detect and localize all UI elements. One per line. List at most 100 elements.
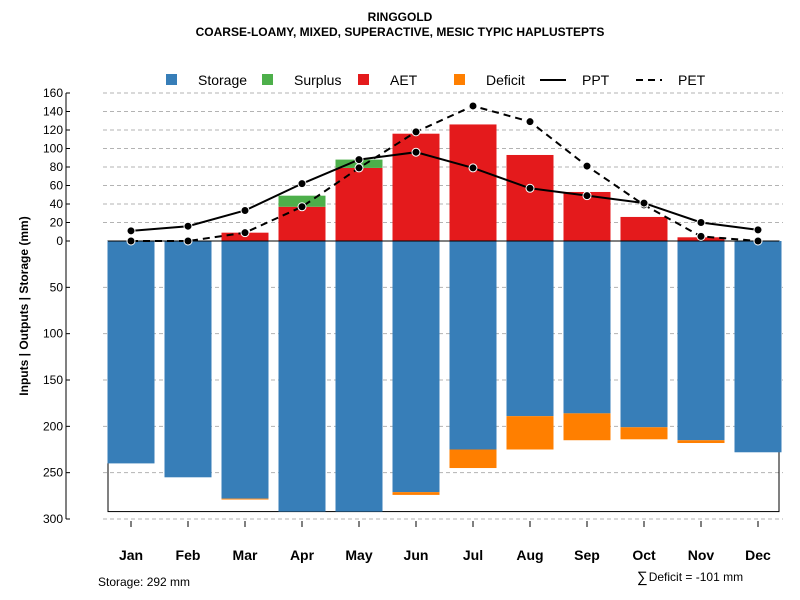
x-tick-label-apr: Apr xyxy=(290,547,315,563)
x-tick-label-jun: Jun xyxy=(404,547,429,563)
storage-bar-mar xyxy=(221,241,269,499)
y-tick-label: 20 xyxy=(50,216,64,230)
pet-point xyxy=(297,202,307,212)
legend-storage-swatch xyxy=(166,74,177,85)
chart-title: RINGGOLD xyxy=(367,10,433,24)
ppt-point xyxy=(468,163,478,173)
pet-point xyxy=(183,236,193,246)
pet-point xyxy=(582,161,592,171)
pet-point xyxy=(525,117,535,127)
y-tick-label: 120 xyxy=(43,123,63,137)
legend-surplus-label: Surplus xyxy=(294,72,341,88)
deficit-bar-nov xyxy=(677,440,725,444)
pet-point xyxy=(354,163,364,173)
aet-bar-may xyxy=(335,167,383,241)
y-tick-label: 300 xyxy=(43,512,63,526)
legend-storage-label: Storage xyxy=(198,72,247,88)
legend-aet-swatch xyxy=(358,74,369,85)
sigma-symbol: ∑ xyxy=(637,569,648,586)
storage-total: Storage: 292 mm xyxy=(98,575,191,589)
legend-surplus-swatch xyxy=(262,74,273,85)
x-tick-label-jan: Jan xyxy=(119,547,143,563)
x-tick-label-sep: Sep xyxy=(574,547,600,563)
storage-bar-sep xyxy=(563,241,611,414)
axes: 0 20 40 60 80 100 120 140 160 50 100 150 200 250 300 In… xyxy=(17,86,771,563)
y-tick-label: 160 xyxy=(43,86,63,100)
pet-point xyxy=(468,101,478,111)
x-tick-label-dec: Dec xyxy=(745,547,771,563)
storage-bar-aug xyxy=(506,241,554,417)
pet-point xyxy=(240,228,250,238)
y-tick-label: 50 xyxy=(50,280,64,294)
x-tick-label-aug: Aug xyxy=(516,547,543,563)
storage-bar-jan xyxy=(107,241,155,464)
x-tick-label-nov: Nov xyxy=(688,547,715,563)
y-tick-label: 80 xyxy=(50,160,64,174)
legend-deficit-swatch xyxy=(454,74,465,85)
y-tick-label: 0 xyxy=(56,234,63,248)
y-tick-label: 100 xyxy=(43,142,63,156)
y-tick-label: 100 xyxy=(43,327,63,341)
pet-point xyxy=(753,236,763,246)
ppt-point xyxy=(411,147,421,157)
pet-point xyxy=(696,231,706,241)
grid-lines xyxy=(103,92,783,520)
y-tick-label: 40 xyxy=(50,197,64,211)
y-tick-label: 250 xyxy=(43,466,63,480)
storage-bar-jun xyxy=(392,241,440,493)
x-tick-label-may: May xyxy=(345,547,372,563)
deficit-bar-sep xyxy=(563,413,611,441)
deficit-bar-oct xyxy=(620,427,668,440)
x-tick-label-feb: Feb xyxy=(176,547,201,563)
ppt-point xyxy=(126,226,136,236)
ppt-point xyxy=(582,191,592,201)
legend: Storage Surplus AET Deficit PPT PET xyxy=(166,72,706,88)
chart-subtitle: COARSE-LOAMY, MIXED, SUPERACTIVE, MESIC … xyxy=(195,25,605,39)
aet-bar-oct xyxy=(620,216,668,241)
x-tick-label-mar: Mar xyxy=(233,547,258,563)
ppt-point xyxy=(753,225,763,235)
y-tick-label: 60 xyxy=(50,179,64,193)
deficit-bar-jun xyxy=(392,492,440,495)
deficit-bar-jul xyxy=(449,449,497,469)
legend-deficit-label: Deficit xyxy=(486,72,525,88)
storage-bar-dec xyxy=(734,241,782,453)
y-tick-label: 140 xyxy=(43,105,63,119)
ppt-point xyxy=(696,218,706,227)
y-tick-label: 150 xyxy=(43,373,63,387)
deficit-bar-mar xyxy=(221,498,269,500)
storage-bar-oct xyxy=(620,241,668,428)
ppt-point xyxy=(525,183,535,193)
ppt-point xyxy=(354,155,364,165)
storage-bar-jul xyxy=(449,241,497,450)
ppt-point xyxy=(240,205,250,215)
ppt-point xyxy=(639,198,649,208)
storage-bar-may xyxy=(335,241,383,512)
storage-bar-feb xyxy=(164,241,212,478)
legend-aet-label: AET xyxy=(390,72,418,88)
deficit-bar-aug xyxy=(506,416,554,450)
surplus-bar-apr xyxy=(278,195,326,207)
deficit-total-text: Deficit = -101 mm xyxy=(648,570,744,584)
bars xyxy=(107,124,782,512)
y-tick-label: 200 xyxy=(43,419,63,433)
y-axis-label: Inputs | Outputs | Storage (mm) xyxy=(17,216,31,395)
x-tick-label-jul: Jul xyxy=(463,547,483,563)
ppt-point xyxy=(183,221,193,231)
storage-bar-nov xyxy=(677,241,725,441)
x-tick-label-oct: Oct xyxy=(632,547,656,563)
legend-pet-label: PET xyxy=(678,72,706,88)
pet-point xyxy=(411,127,421,137)
ppt-line xyxy=(130,151,759,232)
aet-bar-apr xyxy=(278,206,326,241)
storage-bar-apr xyxy=(278,241,326,512)
ppt-point xyxy=(297,179,307,189)
series-lines xyxy=(130,104,759,242)
aet-bar-aug xyxy=(506,154,554,241)
legend-ppt-label: PPT xyxy=(582,72,610,88)
pet-point xyxy=(126,236,136,246)
aet-bar-jul xyxy=(449,124,497,241)
series-points xyxy=(126,101,763,246)
deficit-total: ∑Deficit = -101 mm xyxy=(637,569,743,586)
